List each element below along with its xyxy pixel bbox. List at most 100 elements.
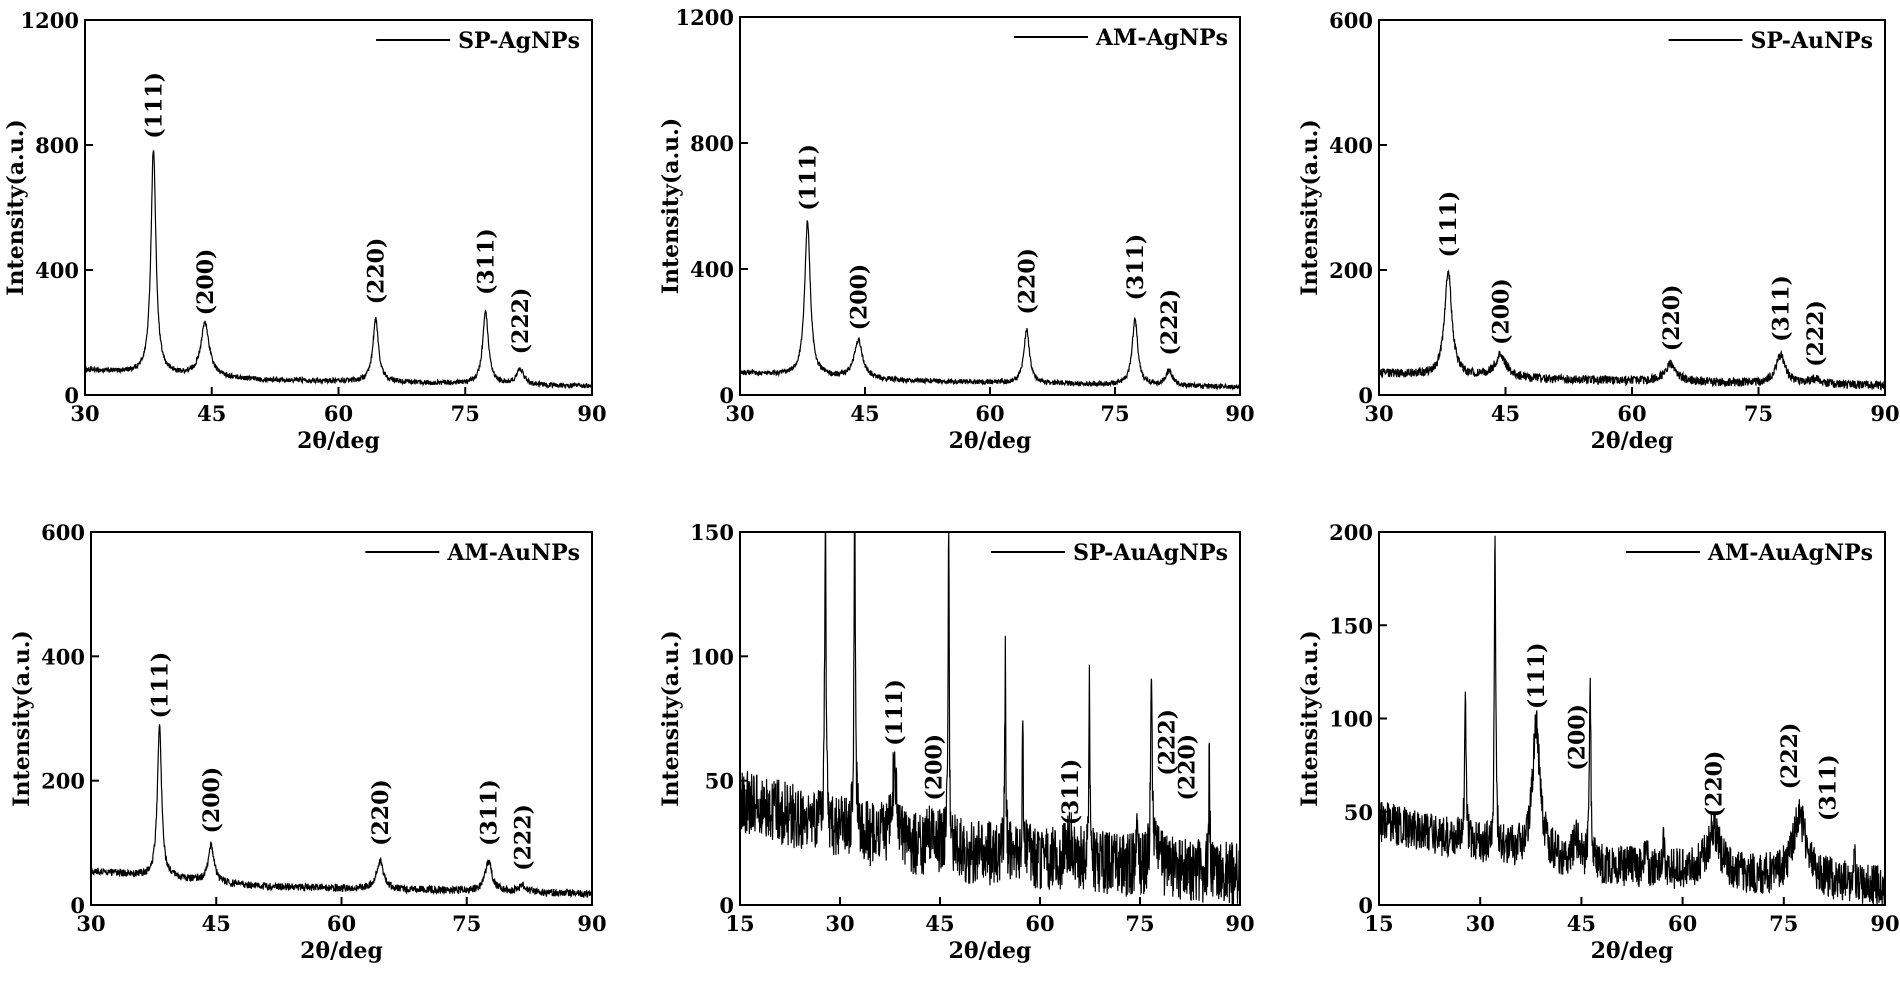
x-tick-label: 90 [1225,401,1254,426]
peak-label: (311) [476,779,502,846]
y-tick-label: 150 [1329,613,1373,638]
peak-label: (200) [846,264,872,331]
y-tick-label: 200 [41,769,85,794]
x-tick-label: 75 [1125,911,1154,936]
plot-frame [739,531,1241,906]
x-tick-label: 90 [1225,911,1254,936]
series-line [739,531,1241,906]
peak-label: (311) [1058,759,1084,826]
peak-label: (311) [1768,275,1794,342]
x-tick-label: 30 [1364,401,1393,426]
peak-label: (220) [1015,248,1041,315]
peak-label: (200) [193,249,219,316]
chart-panel-4: 30 45 60 75 90 0 200 400 600 2θ/deg Intensity(a.u.… [9,520,607,964]
x-tick-label: 45 [202,911,231,936]
y-tick-label: 0 [1358,383,1373,408]
peak-label: (200) [921,734,947,801]
peak-label: (311) [1123,234,1149,301]
y-tick-label: 100 [1329,707,1373,732]
x-axis-title: 2θ/deg [949,428,1032,454]
legend: SP-AuNPs [1668,28,1873,54]
y-tick-label: 0 [70,893,85,918]
peak-label: (222) [1157,289,1183,356]
peak-label: (111) [1436,191,1462,258]
y-tick-label: 400 [690,257,734,282]
peak-label: (220) [364,238,390,305]
series-line [84,150,593,390]
y-axis-title: Intensity(a.u.) [9,630,35,807]
peak-label: (200) [1565,704,1591,771]
x-tick-label: 90 [577,911,606,936]
x-tick-label: 75 [1100,401,1129,426]
x-tick-label: 15 [1364,911,1393,936]
y-tick-label: 0 [719,893,734,918]
x-tick-label: 60 [1668,911,1697,936]
x-axis-title: 2θ/deg [949,938,1032,964]
legend-label: SP-AuAgNPs [1073,540,1228,566]
y-axis-title: Intensity(a.u.) [658,630,684,807]
x-tick-label: 60 [327,911,356,936]
peak-label: (220) [368,779,394,846]
chart-panel-1: 30 45 60 75 90 0 400 800 1200 2θ/deg Intensity(a.u… [3,8,607,454]
x-tick-label: 90 [1870,911,1899,936]
y-axis-title: Intensity(a.u.) [3,119,29,296]
y-tick-label: 800 [35,133,79,158]
y-tick-label: 400 [1329,133,1373,158]
legend: SP-AgNPs [376,28,580,54]
peak-label: (222) [1155,709,1181,776]
y-tick-label: 50 [1344,800,1373,825]
y-axis-title: Intensity(a.u.) [658,118,684,295]
peak-label: (311) [1816,754,1842,821]
legend-label: SP-AgNPs [458,28,580,54]
x-tick-label: 60 [324,401,353,426]
peak-label: (222) [1803,300,1829,367]
peak-label: (222) [508,288,534,355]
y-tick-label: 0 [719,383,734,408]
y-tick-label: 600 [1329,8,1373,33]
peak-label: (200) [1488,278,1514,345]
legend: AM-AuAgNPs [1625,540,1873,566]
peak-label: (200) [199,767,225,834]
x-tick-label: 75 [1744,401,1773,426]
x-tick-label: 45 [850,401,879,426]
peak-label: (311) [474,228,500,295]
x-tick-label: 60 [1025,911,1054,936]
legend: AM-AgNPs [1013,25,1228,51]
y-tick-label: 0 [1358,893,1373,918]
peak-label: (111) [882,679,908,746]
x-tick-label: 60 [1617,401,1646,426]
chart-panel-6: 15 30 45 60 75 90 0 50 100 150 200 2θ/deg Intensity(… [1297,520,1900,964]
x-tick-label: 45 [1567,911,1596,936]
peak-label: (111) [141,72,167,139]
peak-label: (220) [1175,734,1201,801]
chart-panel-2: 30 45 60 75 90 0 400 800 1200 2θ/deg Intensity(a.u… [658,5,1255,454]
x-tick-label: 30 [825,911,854,936]
x-tick-label: 45 [925,911,954,936]
x-tick-label: 90 [1870,401,1899,426]
chart-panel-5: 15 30 45 60 75 90 0 50 100 150 2θ/deg Intensity(a.u… [658,520,1255,964]
y-tick-label: 1200 [676,5,734,30]
x-tick-label: 15 [725,911,754,936]
legend-label: SP-AuNPs [1751,28,1873,54]
x-tick-label: 30 [76,911,105,936]
x-tick-label: 75 [1769,911,1798,936]
y-tick-label: 150 [690,520,734,545]
y-tick-label: 800 [690,131,734,156]
x-axis-title: 2θ/deg [300,938,383,964]
y-tick-label: 200 [1329,258,1373,283]
x-tick-label: 75 [451,401,480,426]
legend: SP-AuAgNPs [991,540,1228,566]
series-line [90,724,593,898]
y-axis-title: Intensity(a.u.) [1297,630,1323,807]
x-tick-label: 60 [975,401,1004,426]
peak-label: (222) [1777,723,1803,790]
y-tick-label: 100 [690,644,734,669]
x-axis-title: 2θ/deg [1591,428,1674,454]
y-tick-label: 600 [41,520,85,545]
peak-label: (111) [1524,642,1550,709]
legend-label: AM-AgNPs [1095,25,1228,51]
x-tick-label: 90 [577,401,606,426]
x-tick-label: 45 [197,401,226,426]
y-tick-label: 400 [41,644,85,669]
